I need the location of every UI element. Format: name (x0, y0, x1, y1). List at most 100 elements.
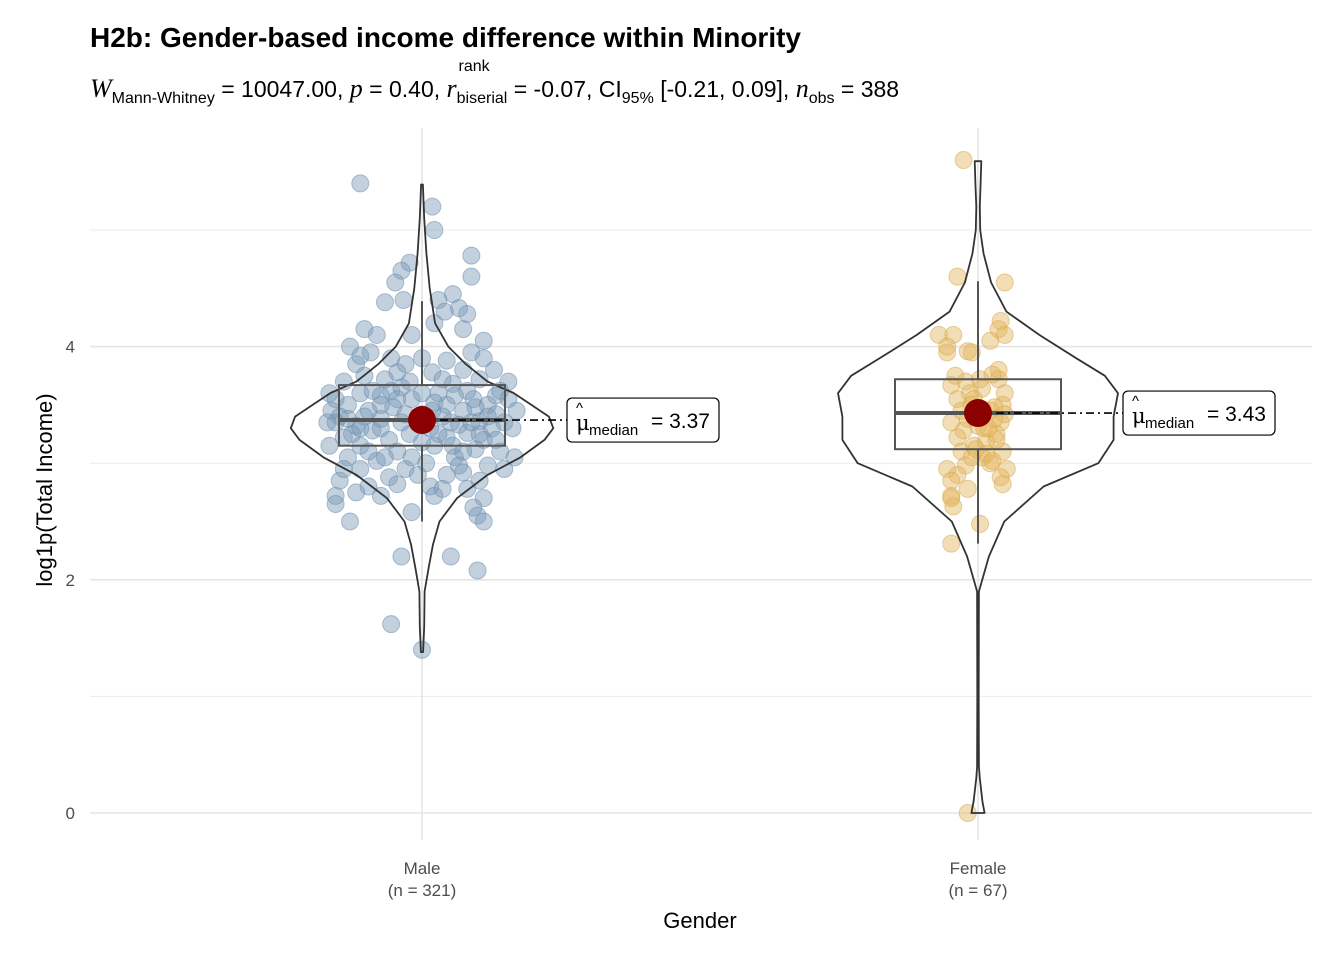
data-point (962, 343, 981, 362)
data-point (487, 386, 506, 405)
data-point (351, 419, 370, 438)
data-point (470, 370, 489, 389)
data-point (402, 390, 421, 409)
data-point (392, 261, 411, 280)
data-point (938, 337, 957, 356)
data-point (462, 413, 481, 432)
data-point (948, 267, 967, 286)
median-label-value: = 3.43 (1207, 403, 1266, 426)
data-point (386, 273, 405, 292)
data-point (408, 465, 427, 484)
data-point (326, 495, 345, 514)
data-point (981, 454, 1000, 473)
mu-hat-symbol: μ (1132, 404, 1146, 428)
stat-symbol: W (90, 74, 112, 103)
data-point (361, 343, 380, 362)
data-point (952, 442, 971, 461)
data-point (400, 372, 419, 391)
data-point (371, 419, 390, 438)
median-label-sub: median (1145, 415, 1194, 432)
stat-value: = 10047.00, (221, 76, 344, 102)
data-point (458, 304, 477, 323)
data-point (429, 290, 448, 309)
hat-glyph: ^ (576, 400, 583, 417)
groups: μ^median = 3.37 μ^median = 3.43 (289, 151, 1276, 822)
y-axis-ticks: 0 2 4 (66, 338, 75, 823)
data-point (942, 489, 961, 508)
data-point (485, 360, 504, 379)
data-point (382, 381, 401, 400)
data-point (347, 483, 366, 502)
x-axis-ticks: Male (n = 321) Female (n = 67) (388, 859, 1008, 900)
data-point (340, 512, 359, 531)
data-point (954, 151, 973, 170)
data-point (495, 460, 514, 479)
median-point (964, 399, 992, 428)
median-label-value: = 3.37 (651, 410, 710, 433)
box (338, 384, 506, 447)
data-point (507, 401, 526, 420)
data-point (466, 398, 485, 417)
n-value: = 388 (840, 76, 900, 102)
data-point (351, 460, 370, 479)
data-point (474, 512, 493, 531)
data-point (388, 475, 407, 494)
data-point (359, 442, 378, 461)
data-point (318, 413, 337, 432)
effect-sup: rank (458, 58, 490, 75)
effect-size: r rank biserial (447, 58, 508, 108)
data-point (445, 386, 464, 405)
effect-value: = -0.07, (513, 76, 593, 102)
data-point (454, 360, 473, 379)
data-point (425, 393, 444, 412)
y-axis-title: log1p(Total Income) (32, 393, 57, 586)
data-point (394, 290, 413, 309)
n-symbol: n (795, 74, 809, 103)
data-point (375, 448, 394, 467)
data-point (435, 302, 454, 321)
median-label-box (566, 397, 720, 443)
hat-glyph: ^ (1132, 393, 1139, 410)
data-point (371, 486, 390, 505)
data-point (392, 547, 411, 566)
scatter-points (318, 174, 526, 659)
data-point (351, 174, 370, 193)
data-point (437, 465, 456, 484)
violin-outline (289, 183, 555, 653)
data-point (423, 363, 442, 382)
data-point (944, 325, 963, 344)
ci-label: CI (598, 76, 622, 102)
mu-hat-symbol: μ (576, 411, 590, 435)
data-point (995, 273, 1014, 292)
data-point (958, 479, 977, 498)
data-point (454, 320, 473, 339)
x-tick-n-label: (n = 67) (948, 881, 1007, 900)
chart-title: H2b: Gender-based income difference with… (90, 22, 801, 53)
median-label-box (1122, 390, 1276, 436)
data-point (942, 471, 961, 490)
y-tick-label: 4 (66, 338, 75, 357)
data-point (425, 221, 444, 239)
data-point (995, 325, 1014, 344)
ci-sub: 95% (621, 90, 654, 107)
n-sub: obs (808, 90, 835, 107)
stat-sub: Mann-Whitney (111, 90, 215, 107)
data-point (443, 374, 462, 393)
data-point (441, 547, 460, 566)
data-point (340, 337, 359, 356)
data-point (991, 311, 1010, 330)
data-point (320, 436, 339, 455)
data-point (330, 471, 349, 490)
x-tick-label: Female (950, 859, 1007, 878)
violin-outline (837, 160, 1119, 814)
data-point (423, 197, 442, 216)
x-tick-label: Male (404, 859, 441, 878)
data-point (938, 460, 957, 479)
median-label-sub: median (589, 422, 638, 439)
data-point (429, 425, 448, 444)
y-tick-label: 2 (66, 571, 75, 590)
data-point (450, 456, 469, 475)
median-point (408, 406, 436, 435)
data-point (402, 503, 421, 522)
data-point (441, 413, 460, 432)
